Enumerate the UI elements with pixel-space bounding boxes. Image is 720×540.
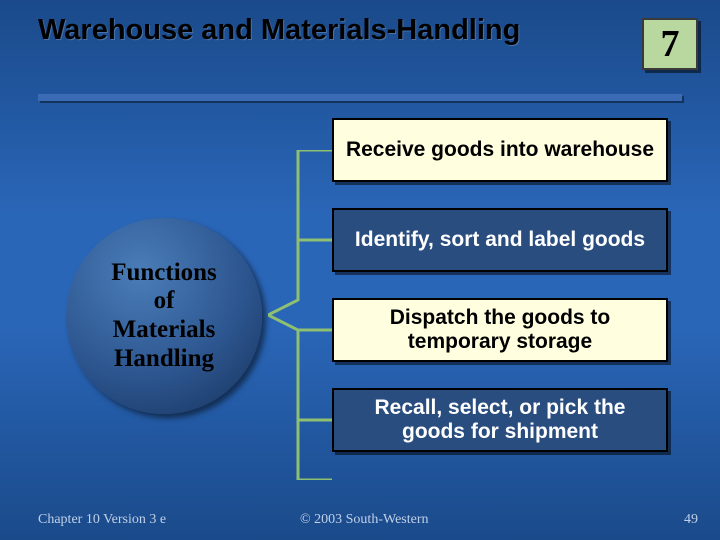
center-concept-circle: Functions of Materials Handling (66, 218, 262, 414)
title-underline (38, 94, 682, 101)
box-recall: Recall, select, or pick the goods for sh… (332, 388, 668, 452)
title-area: Warehouse and Materials-Handling (38, 14, 630, 47)
circle-label: Functions of Materials Handling (111, 259, 217, 374)
bracket-connector (268, 150, 332, 480)
footer-copyright: © 2003 South-Western (300, 512, 429, 528)
box-identify: Identify, sort and label goods (332, 208, 668, 272)
page-title: Warehouse and Materials-Handling (38, 14, 630, 47)
function-boxes: Receive goods into warehouse Identify, s… (332, 118, 668, 452)
footer-page: 49 (684, 512, 698, 528)
box-receive: Receive goods into warehouse (332, 118, 668, 182)
box-dispatch: Dispatch the goods to temporary storage (332, 298, 668, 362)
circle-bg: Functions of Materials Handling (66, 218, 262, 414)
footer-chapter: Chapter 10 Version 3 e (38, 512, 166, 528)
chapter-number-badge: 7 (642, 18, 698, 70)
